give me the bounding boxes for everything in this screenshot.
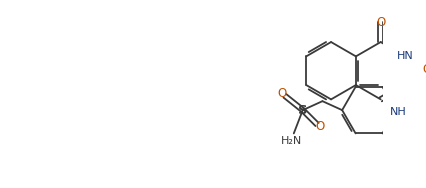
Text: O: O <box>277 87 287 101</box>
Text: O: O <box>423 63 426 76</box>
Text: H₂N: H₂N <box>281 136 302 146</box>
Text: S: S <box>298 104 308 117</box>
Text: NH: NH <box>390 107 407 117</box>
Text: O: O <box>315 120 324 133</box>
Text: HN: HN <box>397 51 414 61</box>
Text: O: O <box>376 16 386 29</box>
